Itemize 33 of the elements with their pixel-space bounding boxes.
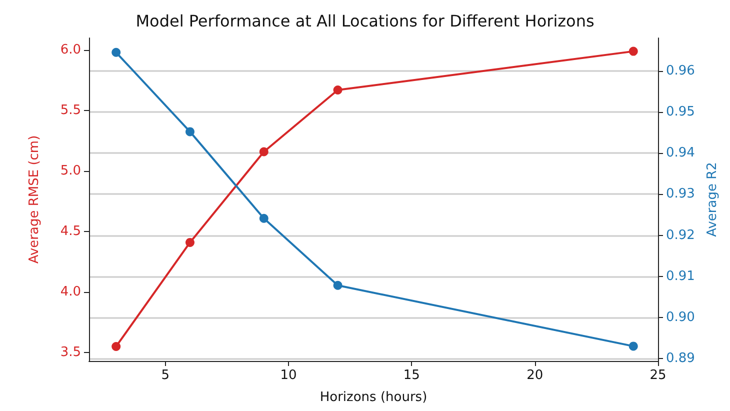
- x-tick-label: 10: [280, 368, 297, 383]
- y2-axis-title: Average R2: [705, 162, 720, 237]
- point: [186, 127, 194, 136]
- x-tick-label: 5: [161, 368, 170, 383]
- point: [186, 238, 194, 247]
- y2-tick-label: 0.89: [666, 351, 695, 366]
- y2-tick-label: 0.94: [666, 146, 695, 161]
- point: [112, 48, 121, 57]
- y2-tick-label: 0.95: [666, 104, 695, 120]
- point: [112, 342, 121, 351]
- x-tick-label: 25: [650, 368, 666, 383]
- y2-tick-label: 0.93: [666, 186, 695, 202]
- point: [333, 280, 342, 290]
- y-tick-label: 4.0: [60, 284, 81, 300]
- x-axis-title: Horizons (hours): [320, 390, 428, 405]
- x-tick-label: 20: [526, 368, 544, 383]
- y-tick-label: 6.0: [60, 42, 81, 58]
- chart-title: Model Performance at All Locations for Different Horizons: [136, 12, 594, 30]
- y-tick-label: 5.5: [60, 103, 81, 118]
- y2-tick-label: 0.90: [666, 310, 695, 325]
- y2-tick-label: 0.96: [666, 63, 695, 78]
- point: [628, 46, 638, 56]
- y2-tick-label: 0.92: [666, 228, 695, 243]
- y-axis-title: Average RMSE (cm): [27, 135, 42, 264]
- y-tick-label: 3.5: [60, 345, 81, 360]
- point: [259, 214, 268, 223]
- y2-tick-label: 0.91: [666, 268, 695, 284]
- point: [628, 342, 638, 351]
- point: [259, 147, 268, 156]
- point: [333, 86, 342, 95]
- y-tick-label: 4.5: [60, 224, 81, 240]
- x-tick-label: 15: [403, 368, 420, 383]
- y-tick-label: 5.0: [60, 164, 81, 179]
